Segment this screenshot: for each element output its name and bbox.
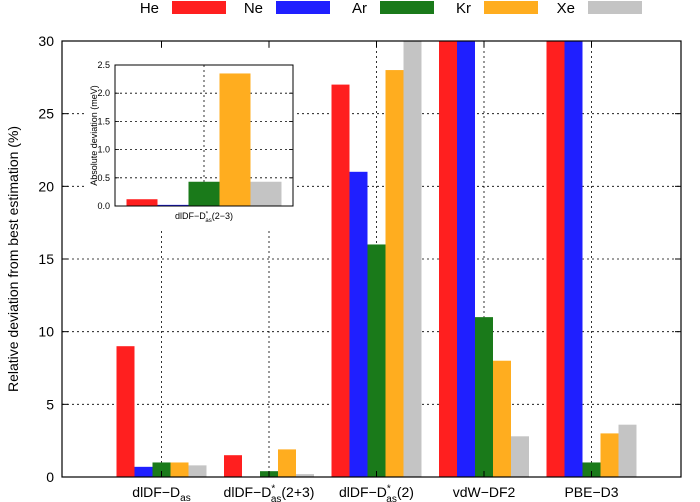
inset-y-tick-label: 2.0 <box>97 88 110 98</box>
legend: He Ne Ar Kr Xe <box>140 0 642 17</box>
legend-label-xe: Xe <box>557 0 575 17</box>
bar-kr-0 <box>170 462 189 477</box>
bar-he-3 <box>439 41 457 477</box>
legend-swatch-xe <box>588 1 642 14</box>
inset-bars <box>126 73 282 207</box>
inset-bar-he <box>126 199 158 206</box>
legend-label-he: He <box>140 0 159 17</box>
y-axis-title: Relative deviation from best estimation … <box>5 126 21 392</box>
inset-bar-ar <box>188 181 220 206</box>
inset-y-tick-label: 1.5 <box>97 116 110 126</box>
main-bars <box>116 41 637 478</box>
inset-y-axis-title: Absolute deviation (meV) <box>89 85 99 186</box>
y-tick-label: 20 <box>38 178 54 194</box>
x-tick-label: PBE−D3 <box>564 484 618 500</box>
y-tick-label: 10 <box>38 324 54 340</box>
x-tick-label: vdW−DF2 <box>453 484 516 500</box>
y-tick-label: 0 <box>46 469 54 485</box>
inset-bar-xe <box>250 181 282 206</box>
main-x-tick-labels: dlDF−Das dlDF−D* as(2+3) dlDF−D* as(2) vdW−DF… <box>132 483 618 502</box>
bar-he-0 <box>116 346 135 477</box>
bar-kr-1 <box>278 449 296 477</box>
bar-xe-0 <box>188 465 207 477</box>
bar-kr-3 <box>493 360 511 477</box>
bar-xe-2 <box>403 41 422 477</box>
legend-swatch-kr <box>484 1 538 14</box>
inset-chart: 0.0 0.5 1.0 1.5 2.0 2.5 dlDF−D* as(2−3) Absolute… <box>86 50 297 228</box>
bar-ar-4 <box>582 462 601 477</box>
bar-he-1 <box>224 455 242 477</box>
legend-swatch-ne <box>276 1 330 14</box>
bar-ne-2 <box>349 171 368 478</box>
bar-he-2 <box>331 84 350 477</box>
bar-kr-4 <box>600 433 619 477</box>
bar-ne-4 <box>564 41 583 477</box>
y-tick-label: 15 <box>38 251 54 267</box>
legend-label-ne: Ne <box>244 0 263 17</box>
bar-xe-1 <box>296 474 314 477</box>
y-tick-label: 5 <box>46 396 54 412</box>
main-ticks: 0 5 10 15 20 25 30 <box>38 33 681 485</box>
inset-y-tick-label: 0.0 <box>97 201 110 211</box>
bar-he-4 <box>546 41 565 477</box>
bar-ne-3 <box>457 41 475 477</box>
x-tick-label: dlDF−Das <box>132 484 190 502</box>
bar-xe-3 <box>511 436 529 477</box>
legend-label-kr: Kr <box>456 0 471 17</box>
y-tick-label: 25 <box>38 106 54 122</box>
inset-y-tick-label: 1.0 <box>97 145 110 155</box>
bar-xe-4 <box>618 424 637 477</box>
bar-ar-3 <box>475 317 493 477</box>
y-tick-label: 30 <box>38 33 54 49</box>
inset-bar-ne <box>157 204 189 206</box>
inset-y-tick-label: 0.5 <box>97 173 110 183</box>
inset-frame <box>114 64 294 207</box>
inset-y-tick-label: 2.5 <box>97 60 110 70</box>
bar-kr-2 <box>385 70 404 478</box>
bar-ar-2 <box>367 244 386 477</box>
legend-label-ar: Ar <box>352 0 367 17</box>
x-tick-label: dlDF−D* as(2) <box>339 483 414 502</box>
bar-ne-0 <box>134 466 153 477</box>
legend-swatch-ar <box>380 1 434 14</box>
inset-bar-kr <box>219 73 251 207</box>
legend-swatch-he <box>172 1 226 14</box>
x-tick-label: dlDF−D* as(2+3) <box>224 483 315 502</box>
bar-ar-0 <box>152 462 171 477</box>
inset-x-tick-label: dlDF−D* as(2−3) <box>175 211 233 224</box>
